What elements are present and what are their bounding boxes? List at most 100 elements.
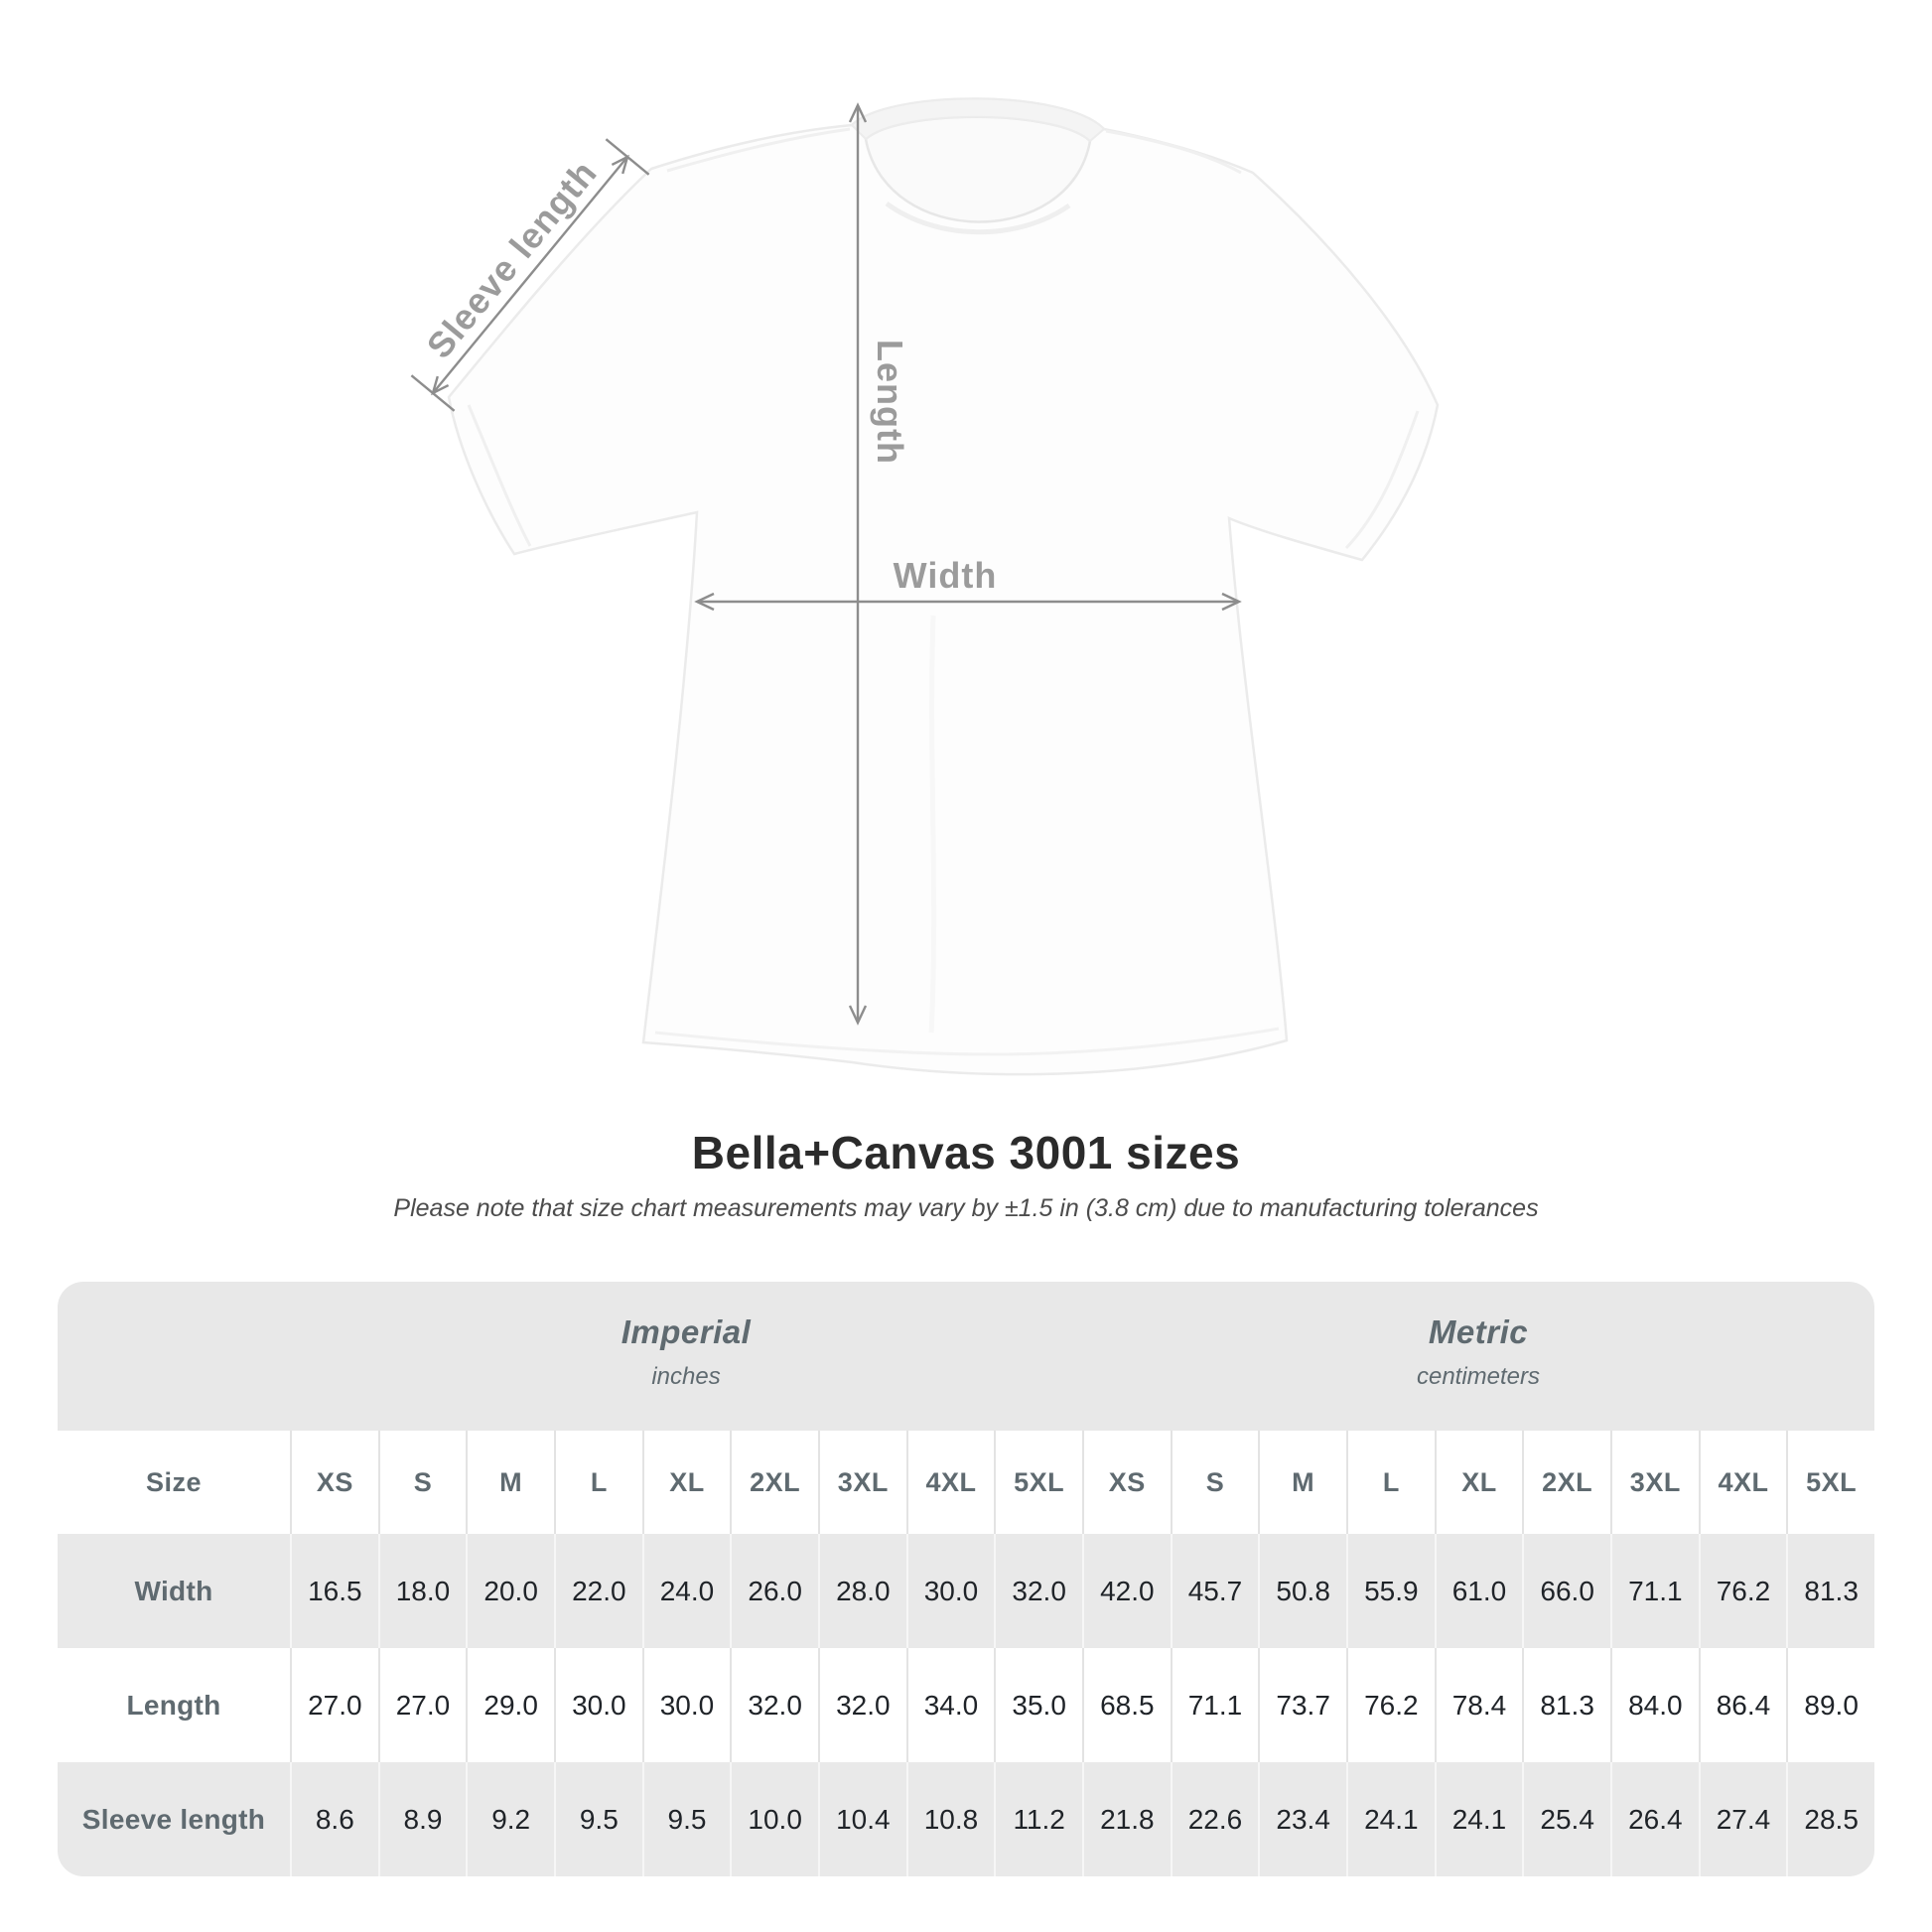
length-imperial-L: 30.0 <box>553 1648 642 1762</box>
width-imperial-4XL: 30.0 <box>905 1534 995 1648</box>
left-shoulder-seam <box>666 127 851 173</box>
left-cuff-fold <box>467 404 532 547</box>
width-metric-XS: 42.0 <box>1081 1534 1171 1648</box>
sleeve-length-imperial-S: 8.9 <box>377 1762 467 1876</box>
sleeve-length-metric-2XL: 25.4 <box>1522 1762 1610 1876</box>
length-metric-XL: 78.4 <box>1434 1648 1523 1762</box>
length-metric-3XL: 84.0 <box>1609 1648 1699 1762</box>
length-imperial-M: 29.0 <box>466 1648 554 1762</box>
metric-group-title: Metric <box>1428 1313 1529 1350</box>
sleeve-length-metric-M: 23.4 <box>1258 1762 1346 1876</box>
length-imperial-2XL: 32.0 <box>730 1648 818 1762</box>
length-metric-M: 73.7 <box>1258 1648 1346 1762</box>
size-header-row: Size XS S M L XL 2XL 3XL 4XL 5XL XS S M L XL 2XL 3XL 4XL… <box>58 1431 1874 1534</box>
right-shoulder-seam <box>1105 129 1242 175</box>
length-imperial-XS: 27.0 <box>290 1648 378 1762</box>
sleeve-length-imperial-5XL: 11.2 <box>994 1762 1082 1876</box>
sleeve-length-metric-5XL: 28.5 <box>1786 1762 1874 1876</box>
width-arrow: Width <box>694 555 1242 612</box>
width-imperial-L: 22.0 <box>553 1534 642 1648</box>
size-col-metric-L: L <box>1345 1431 1435 1534</box>
size-col-imperial-3XL: 3XL <box>817 1431 906 1534</box>
size-col-metric-S: S <box>1170 1431 1259 1534</box>
sleeve-length-imperial-XS: 8.6 <box>290 1762 378 1876</box>
measure-row: Width 16.5 18.0 20.0 22.0 24.0 26.0 28.0 30.0 32… <box>58 1534 1874 1648</box>
size-col-metric-5XL: 5XL <box>1786 1431 1874 1534</box>
sleeve-length-imperial-L: 9.5 <box>553 1762 642 1876</box>
row-label-sleeve-length: Sleeve length <box>81 1803 266 1835</box>
sleeve-length-metric-3XL: 26.4 <box>1609 1762 1699 1876</box>
tshirt-body <box>447 97 1440 1076</box>
width-metric-XL: 61.0 <box>1434 1534 1523 1648</box>
page-title: Bella+Canvas 3001 sizes <box>691 1127 1241 1178</box>
sleeve-length-metric-XL: 24.1 <box>1434 1762 1523 1876</box>
size-col-metric-M: M <box>1258 1431 1346 1534</box>
sleeve-length-metric-S: 22.6 <box>1170 1762 1259 1876</box>
length-arrow: Length <box>848 102 910 1026</box>
width-imperial-XL: 24.0 <box>641 1534 731 1648</box>
tolerance-note: Please note that size chart measurements… <box>393 1194 1539 1222</box>
width-imperial-M: 20.0 <box>466 1534 554 1648</box>
collar-inner-shadow <box>885 201 1071 235</box>
width-metric-4XL: 76.2 <box>1698 1534 1787 1648</box>
length-label: Length <box>870 340 910 465</box>
length-imperial-5XL: 35.0 <box>994 1648 1082 1762</box>
width-label: Width <box>894 555 998 596</box>
sleeve-length-metric-XS: 21.8 <box>1081 1762 1171 1876</box>
sleeve-length-metric-4XL: 27.4 <box>1698 1762 1787 1876</box>
size-col-imperial-S: S <box>377 1431 467 1534</box>
size-col-metric-XS: XS <box>1081 1431 1171 1534</box>
sleeve-length-metric-L: 24.1 <box>1345 1762 1435 1876</box>
unit-band: Imperial inches Metric centimeters <box>58 1282 1874 1431</box>
imperial-group-title: Imperial <box>621 1313 752 1350</box>
width-imperial-XS: 16.5 <box>290 1534 378 1648</box>
size-col-imperial-2XL: 2XL <box>730 1431 818 1534</box>
width-metric-S: 45.7 <box>1170 1534 1259 1648</box>
length-metric-2XL: 81.3 <box>1522 1648 1610 1762</box>
size-col-imperial-XS: XS <box>290 1431 378 1534</box>
imperial-unit-group: Imperial inches <box>290 1313 1082 1391</box>
measure-row: Length 27.0 27.0 29.0 30.0 30.0 32.0 32.0 34.0 3… <box>58 1648 1874 1762</box>
width-metric-3XL: 71.1 <box>1609 1534 1699 1648</box>
length-imperial-S: 27.0 <box>377 1648 467 1762</box>
length-metric-4XL: 86.4 <box>1698 1648 1787 1762</box>
width-imperial-3XL: 28.0 <box>817 1534 906 1648</box>
width-imperial-2XL: 26.0 <box>730 1534 818 1648</box>
length-metric-XS: 68.5 <box>1081 1648 1171 1762</box>
imperial-group-unit: inches <box>651 1363 721 1390</box>
collar-ribbing <box>850 97 1106 143</box>
right-cuff-fold <box>1344 410 1420 550</box>
sleeve-length-imperial-2XL: 10.0 <box>730 1762 818 1876</box>
sleeve-length-imperial-4XL: 10.8 <box>905 1762 995 1876</box>
size-col-imperial-L: L <box>553 1431 642 1534</box>
size-col-metric-4XL: 4XL <box>1698 1431 1787 1534</box>
size-table: Imperial inches Metric centimeters Size … <box>58 1282 1874 1876</box>
size-col-metric-XL: XL <box>1434 1431 1523 1534</box>
width-imperial-S: 18.0 <box>377 1534 467 1648</box>
sleeve-length-imperial-3XL: 10.4 <box>817 1762 906 1876</box>
width-imperial-5XL: 32.0 <box>994 1534 1082 1648</box>
row-label-width: Width <box>134 1575 213 1606</box>
length-imperial-4XL: 34.0 <box>905 1648 995 1762</box>
sleeve-length-imperial-XL: 9.5 <box>641 1762 731 1876</box>
size-col-imperial-M: M <box>466 1431 554 1534</box>
metric-group-unit: centimeters <box>1416 1363 1541 1390</box>
length-imperial-XL: 30.0 <box>641 1648 731 1762</box>
width-metric-L: 55.9 <box>1345 1534 1435 1648</box>
measure-row: Sleeve length 8.6 8.9 9.2 9.5 9.5 10.0 10.4 10.… <box>58 1762 1874 1876</box>
length-metric-5XL: 89.0 <box>1786 1648 1874 1762</box>
length-imperial-3XL: 32.0 <box>817 1648 906 1762</box>
size-col-metric-2XL: 2XL <box>1522 1431 1610 1534</box>
width-metric-5XL: 81.3 <box>1786 1534 1874 1648</box>
sleeve-length-imperial-M: 9.2 <box>466 1762 554 1876</box>
width-metric-M: 50.8 <box>1258 1534 1346 1648</box>
tshirt-measurement-diagram: Length Width Sleeve length <box>410 97 1440 1076</box>
row-label-length: Length <box>126 1689 221 1721</box>
width-metric-2XL: 66.0 <box>1522 1534 1610 1648</box>
size-col-imperial-5XL: 5XL <box>994 1431 1082 1534</box>
size-col-metric-3XL: 3XL <box>1609 1431 1699 1534</box>
tshirt-graphic <box>447 97 1440 1076</box>
size-col-imperial-XL: XL <box>641 1431 731 1534</box>
metric-unit-group: Metric centimeters <box>1082 1313 1874 1391</box>
